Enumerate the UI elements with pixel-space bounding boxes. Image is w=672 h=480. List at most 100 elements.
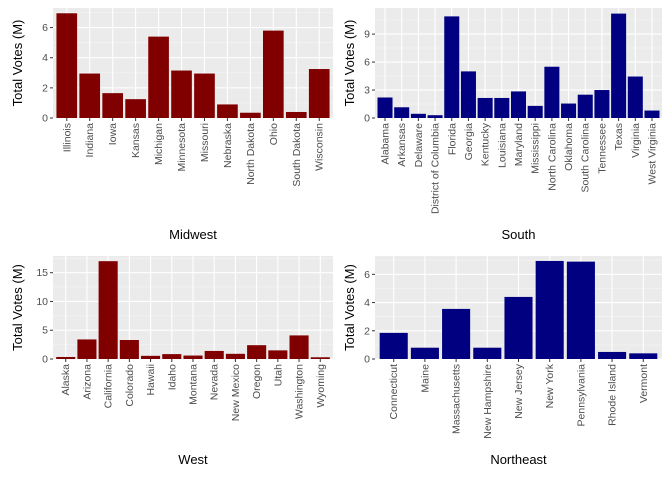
x-tick-label-arizona: Arizona — [81, 364, 93, 400]
bar-new-jersey — [504, 296, 533, 359]
panel-midwest: 0 2 4 6 Illinois Indiana Iowa Kansas Michigan Min… — [10, 8, 333, 242]
y-tick-label: 10 — [36, 296, 48, 308]
bar-virginia — [627, 76, 643, 118]
x-tick-label-kentucky: Kentucky — [480, 122, 492, 166]
bar-hawaii — [141, 355, 161, 359]
x-tick-label-washington: Washington — [294, 364, 306, 419]
x-tick-label-louisiana: Louisiana — [496, 123, 508, 168]
x-tick-label-new-mexico: New Mexico — [230, 364, 242, 421]
y-tick-label: 4 — [364, 297, 370, 309]
bar-colorado — [119, 340, 139, 359]
x-tick-label-colorado: Colorado — [124, 364, 136, 407]
x-tick-label-massachusetts: Massachusetts — [451, 364, 463, 434]
y-axis-title: Total Votes (M) — [342, 20, 357, 107]
x-tick-label-nebraska: Nebraska — [222, 123, 234, 168]
y-tick-label: 5 — [42, 325, 48, 337]
x-tick-label-california: California — [103, 364, 115, 409]
x-tick-label-alaska: Alaska — [60, 364, 72, 396]
y-tick-label: 6 — [364, 269, 370, 281]
x-tick-label-illinois: Illinois — [61, 123, 73, 152]
bar-washington — [289, 335, 309, 359]
y-axis-title: Total Votes (M) — [10, 264, 25, 351]
x-tick-label-new-york: New York — [544, 363, 556, 408]
x-axis-title: Northeast — [490, 452, 547, 467]
x-tick-label-iowa: Iowa — [107, 123, 119, 145]
bar-louisiana — [494, 97, 510, 118]
x-tick-label-idaho: Idaho — [166, 364, 178, 390]
bar-connecticut — [379, 332, 408, 359]
bar-district-of-columbia — [427, 115, 443, 118]
x-tick-label-mississippi: Mississippi — [530, 123, 542, 174]
x-tick-label-connecticut: Connecticut — [388, 364, 400, 420]
x-tick-label-north-carolina: North Carolina — [546, 123, 558, 191]
x-axis-title: South — [502, 227, 536, 242]
bar-utah — [268, 350, 288, 359]
bar-south-carolina — [577, 94, 593, 118]
bar-nebraska — [217, 104, 238, 118]
bar-iowa — [102, 93, 123, 118]
x-tick-label-alabama: Alabama — [380, 123, 392, 165]
bar-new-mexico — [225, 353, 245, 359]
x-tick-label-minnesota: Minnesota — [176, 123, 188, 172]
bar-kentucky — [477, 97, 493, 118]
x-axis-title: Midwest — [169, 227, 217, 242]
bar-texas — [611, 13, 627, 118]
x-tick-label-maryland: Maryland — [513, 123, 525, 166]
bar-north-carolina — [544, 66, 560, 118]
y-tick-label: 0 — [42, 354, 48, 366]
bar-montana — [183, 355, 203, 359]
bar-kansas — [125, 99, 146, 118]
x-tick-label-texas: Texas — [613, 123, 625, 150]
y-tick-label: 0 — [364, 354, 370, 366]
x-tick-label-nevada: Nevada — [209, 364, 221, 400]
panel-south: 0 3 6 9 Alabama Arkansas Delaware District of C… — [342, 8, 662, 242]
bar-wisconsin — [308, 69, 330, 118]
x-tick-label-kansas: Kansas — [130, 123, 142, 158]
y-tick-label: 0 — [42, 113, 48, 125]
bar-pennsylvania — [566, 261, 595, 359]
bar-ohio — [263, 30, 284, 119]
x-tick-label-virginia: Virginia — [630, 123, 642, 158]
bar-indiana — [79, 73, 101, 118]
x-tick-label-oregon: Oregon — [251, 364, 263, 399]
bar-arizona — [77, 339, 97, 359]
x-tick-label-maine: Maine — [419, 364, 431, 393]
x-tick-label-arkansas: Arkansas — [396, 123, 408, 167]
bar-tennessee — [594, 90, 610, 118]
y-tick-label: 3 — [364, 85, 370, 97]
bar-california — [98, 261, 118, 359]
x-axis-title: West — [178, 452, 208, 467]
x-tick-label-vermont: Vermont — [638, 364, 650, 403]
y-tick-label: 0 — [364, 113, 370, 125]
y-tick-label: 2 — [364, 325, 370, 337]
bar-mississippi — [527, 105, 543, 118]
x-tick-label-oklahoma: Oklahoma — [563, 123, 575, 171]
x-tick-label-new-hampshire: New Hampshire — [482, 364, 494, 439]
bar-vermont — [629, 353, 658, 359]
bar-missouri — [194, 73, 215, 118]
bar-nevada — [204, 350, 224, 359]
x-tick-label-utah: Utah — [272, 364, 284, 386]
y-tick-label: 6 — [42, 22, 48, 34]
x-tick-label-rhode-island: Rhode Island — [607, 364, 619, 426]
y-tick-label: 15 — [36, 267, 48, 279]
x-tick-label-pennsylvania: Pennsylvania — [575, 364, 587, 427]
y-tick-label: 9 — [364, 29, 370, 41]
bar-rhode-island — [598, 351, 627, 359]
bar-south-dakota — [285, 111, 307, 118]
x-tick-label-michigan: Michigan — [153, 123, 165, 165]
y-tick-label: 6 — [364, 57, 370, 69]
y-tick-label: 4 — [42, 52, 48, 64]
x-tick-label-georgia: Georgia — [463, 123, 475, 161]
x-tick-label-wisconsin: Wisconsin — [314, 123, 326, 171]
panel-northeast: 0 2 4 6 Connecticut Maine Massachusetts New Ham… — [342, 256, 662, 467]
x-tick-label-wyoming: Wyoming — [315, 364, 327, 408]
x-tick-label-florida: Florida — [446, 123, 458, 155]
x-tick-label-tennessee: Tennessee — [596, 123, 608, 174]
x-tick-label-south-carolina: South Carolina — [580, 123, 592, 193]
bar-massachusetts — [442, 308, 471, 359]
x-tick-label-missouri: Missouri — [199, 123, 211, 162]
bar-oklahoma — [561, 103, 577, 118]
bar-new-york — [535, 260, 564, 359]
